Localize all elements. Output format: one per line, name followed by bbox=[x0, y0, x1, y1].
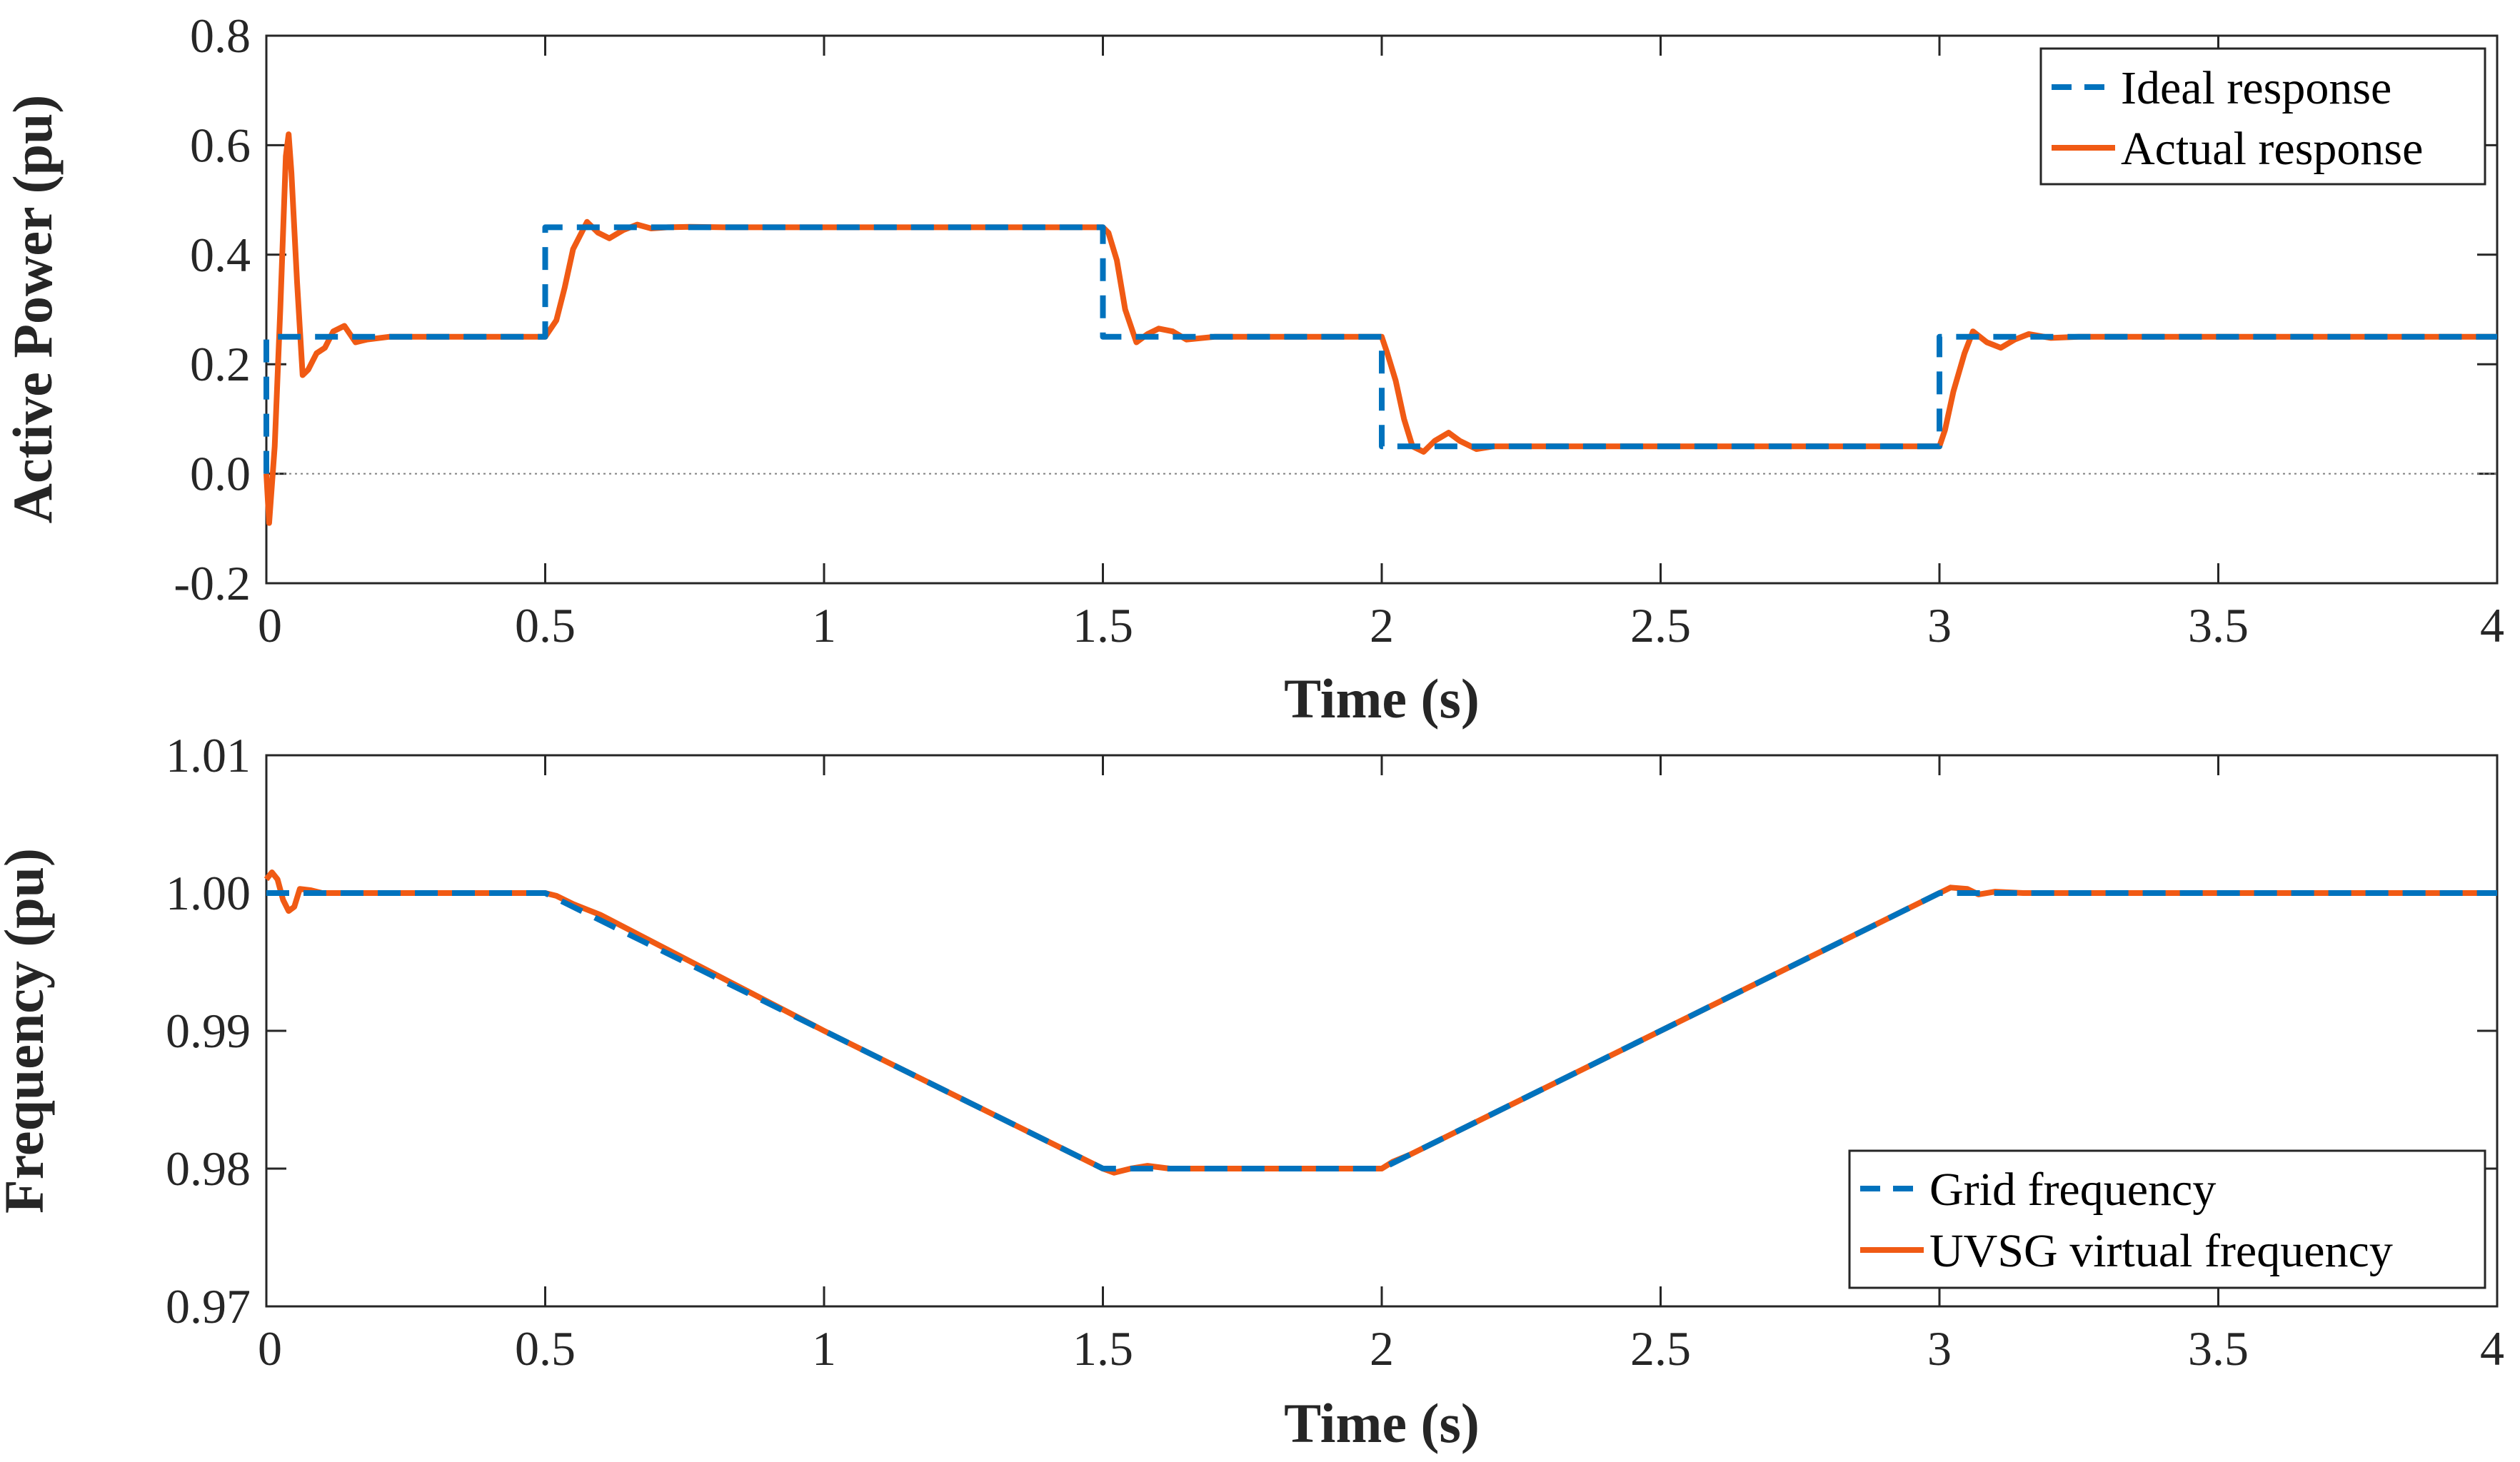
active-power-y-label: Active Power (pu) bbox=[1, 95, 64, 524]
legend-uvsg-virtual-frequency-label: UVSG virtual frequency bbox=[1929, 1225, 2393, 1277]
active-power-x-tick-label: 0 bbox=[258, 598, 282, 652]
frequency-x-tick-label: 4 bbox=[2480, 1321, 2504, 1376]
frequency-y-tick-label: 0.99 bbox=[166, 1004, 251, 1058]
frequency-series bbox=[263, 869, 2497, 1176]
frequency-series-uvsg-virtual-frequency bbox=[263, 869, 2497, 1176]
active-power-legend: Ideal response Actual response bbox=[2039, 47, 2486, 186]
legend-actual-response-label: Actual response bbox=[2121, 123, 2423, 175]
frequency-panel: 0.97 0.98 0.99 1.00 1.01 0 0.5 1 1.5 2 2.5 3 3.5 4 F… bbox=[0, 728, 2504, 1454]
frequency-x-tick-label: 1 bbox=[812, 1321, 836, 1376]
active-power-y-tick-label: 0.0 bbox=[190, 447, 251, 501]
frequency-x-tick-label: 1.5 bbox=[1073, 1321, 1133, 1376]
frequency-x-label: Time (s) bbox=[1284, 1392, 1480, 1454]
frequency-x-tick-label: 0.5 bbox=[515, 1321, 576, 1376]
active-power-y-tick-label: 0.8 bbox=[190, 9, 251, 63]
active-power-y-ticks: -0.2 0.0 0.2 0.4 0.6 0.8 bbox=[174, 9, 2497, 610]
frequency-y-tick-label: 0.97 bbox=[166, 1279, 251, 1334]
active-power-x-tick-label: 1 bbox=[812, 598, 836, 652]
frequency-legend: Grid frequency UVSG virtual frequency bbox=[1848, 1149, 2486, 1289]
frequency-x-tick-label: 3 bbox=[1927, 1321, 1952, 1376]
active-power-series-actual-response bbox=[263, 131, 2497, 526]
frequency-y-tick-label: 0.98 bbox=[166, 1141, 251, 1196]
frequency-y-ticks: 0.97 0.98 0.99 1.00 1.01 bbox=[166, 728, 2497, 1334]
legend-grid-frequency-label: Grid frequency bbox=[1929, 1164, 2216, 1216]
frequency-x-tick-label: 0 bbox=[258, 1321, 282, 1376]
frequency-x-ticks: 0 0.5 1 1.5 2 2.5 3 3.5 4 bbox=[258, 755, 2504, 1376]
active-power-x-tick-label: 3 bbox=[1927, 598, 1952, 652]
frequency-x-tick-label: 2 bbox=[1370, 1321, 1394, 1376]
active-power-y-tick-label: 0.4 bbox=[190, 228, 251, 282]
frequency-y-tick-label: 1.00 bbox=[166, 866, 251, 920]
frequency-x-tick-label: 3.5 bbox=[2188, 1321, 2249, 1376]
active-power-x-label: Time (s) bbox=[1284, 667, 1480, 730]
active-power-y-tick-label: -0.2 bbox=[174, 556, 251, 610]
active-power-x-tick-label: 2.5 bbox=[1630, 598, 1691, 652]
active-power-x-tick-label: 0.5 bbox=[515, 598, 576, 652]
active-power-x-tick-label: 4 bbox=[2480, 598, 2504, 652]
frequency-legend-box bbox=[1848, 1149, 2486, 1289]
active-power-x-tick-label: 2 bbox=[1370, 598, 1394, 652]
frequency-series-grid-frequency bbox=[266, 890, 2497, 1171]
active-power-x-tick-label: 3.5 bbox=[2188, 598, 2249, 652]
active-power-x-tick-label: 1.5 bbox=[1073, 598, 1133, 652]
active-power-y-tick-label: 0.2 bbox=[190, 337, 251, 391]
active-power-series-ideal-response bbox=[263, 224, 2497, 474]
active-power-legend-box bbox=[2039, 47, 2486, 186]
active-power-x-ticks: 0 0.5 1 1.5 2 2.5 3 3.5 4 bbox=[258, 36, 2504, 652]
frequency-y-label: Frequency (pu) bbox=[0, 848, 55, 1214]
legend-ideal-response-label: Ideal response bbox=[2121, 62, 2391, 114]
active-power-series bbox=[263, 131, 2497, 526]
frequency-x-tick-label: 2.5 bbox=[1630, 1321, 1691, 1376]
active-power-y-tick-label: 0.6 bbox=[190, 118, 251, 172]
active-power-panel: -0.2 0.0 0.2 0.4 0.6 0.8 0 0.5 1 1.5 2 2.5 3 3.5 4 Ac… bbox=[1, 9, 2504, 730]
frequency-y-tick-label: 1.01 bbox=[166, 728, 251, 782]
